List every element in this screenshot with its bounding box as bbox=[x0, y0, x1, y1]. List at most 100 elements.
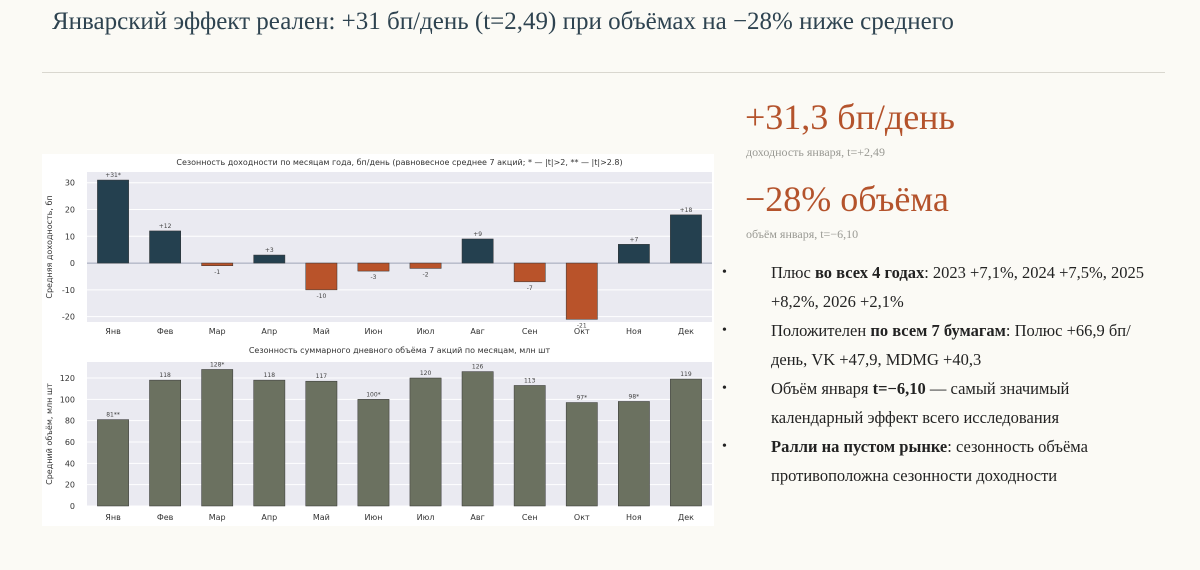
bar bbox=[305, 380, 338, 507]
data-label: +9 bbox=[473, 231, 482, 238]
x-tick-label: Авг bbox=[470, 327, 484, 336]
x-tick-label: Янв bbox=[105, 327, 121, 336]
findings-list: • Плюс во всех 4 годах: 2023 +7,1%, 2024… bbox=[722, 258, 1162, 490]
finding-text: — самый значимый календарный эффект всег… bbox=[771, 379, 1070, 427]
data-label: 126 bbox=[472, 364, 484, 371]
x-tick-label: Ноя bbox=[626, 513, 642, 522]
finding-item: • Ралли на пустом рынке: сезонность объё… bbox=[722, 432, 1162, 490]
x-tick-label: Апр bbox=[261, 513, 277, 522]
data-label: -10 bbox=[316, 293, 326, 300]
bar bbox=[357, 262, 390, 272]
bar bbox=[97, 419, 129, 507]
data-label: -7 bbox=[527, 285, 533, 292]
x-tick-label: Мар bbox=[209, 513, 226, 522]
bar bbox=[461, 371, 494, 507]
bar bbox=[565, 262, 598, 320]
x-tick-label: Дек bbox=[678, 513, 694, 522]
bar bbox=[461, 238, 494, 264]
plot-area bbox=[87, 362, 712, 506]
x-tick-label: Сен bbox=[522, 327, 538, 336]
y-tick-label: 30 bbox=[65, 179, 75, 188]
x-tick-label: Июн bbox=[364, 327, 382, 336]
x-tick-label: Июл bbox=[417, 513, 435, 522]
y-tick-label: 40 bbox=[65, 459, 75, 468]
data-label: -1 bbox=[214, 269, 220, 276]
y-tick-label: -10 bbox=[62, 286, 75, 295]
bar bbox=[670, 214, 702, 264]
data-label: +31* bbox=[105, 172, 121, 179]
y-tick-label: 10 bbox=[65, 232, 75, 241]
chart-title: Сезонность суммарного дневного объёма 7 … bbox=[249, 346, 551, 355]
bar bbox=[513, 385, 546, 507]
finding-bold: во всех 4 годах bbox=[814, 263, 925, 282]
bar bbox=[513, 262, 546, 283]
data-label: -2 bbox=[423, 271, 429, 278]
data-label: 113 bbox=[524, 377, 536, 384]
bar bbox=[670, 378, 702, 507]
finding-bold: Ралли на пустом рынке bbox=[771, 437, 948, 456]
bar bbox=[201, 369, 234, 507]
x-tick-label: Июл bbox=[417, 327, 435, 336]
finding-item: • Плюс во всех 4 годах: 2023 +7,1%, 2024… bbox=[722, 258, 1162, 316]
data-label: 97* bbox=[576, 395, 587, 402]
data-label: +12 bbox=[159, 223, 172, 230]
y-tick-label: 20 bbox=[65, 206, 75, 215]
x-tick-label: Фев bbox=[157, 513, 174, 522]
x-tick-label: Дек bbox=[678, 327, 694, 336]
y-tick-label: 100 bbox=[60, 395, 75, 404]
data-label: 117 bbox=[316, 373, 328, 380]
data-label: 119 bbox=[680, 371, 692, 378]
finding-prefix: Плюс bbox=[771, 263, 815, 282]
bar bbox=[253, 254, 286, 264]
x-tick-label: Июн bbox=[364, 513, 382, 522]
bullet-icon: • bbox=[722, 439, 727, 454]
x-tick-label: Сен bbox=[522, 513, 538, 522]
data-label: 100* bbox=[366, 391, 380, 398]
data-label: 81** bbox=[106, 412, 120, 419]
bar bbox=[565, 402, 598, 507]
x-tick-label: Фев bbox=[157, 327, 174, 336]
y-tick-label: 0 bbox=[70, 502, 75, 511]
y-tick-label: 0 bbox=[70, 259, 75, 268]
x-tick-label: Ноя bbox=[626, 327, 642, 336]
bar bbox=[357, 399, 390, 507]
data-label: +18 bbox=[680, 207, 693, 214]
bullet-icon: • bbox=[722, 265, 727, 280]
data-label: 128* bbox=[210, 361, 224, 368]
bar bbox=[305, 262, 338, 291]
data-label: 98* bbox=[629, 393, 640, 400]
bar bbox=[149, 230, 181, 264]
x-tick-label: Май bbox=[313, 513, 330, 522]
bullet-icon: • bbox=[722, 323, 727, 338]
x-tick-label: Апр bbox=[261, 327, 277, 336]
data-label: -21 bbox=[577, 322, 587, 329]
x-tick-label: Окт bbox=[574, 327, 590, 336]
x-tick-label: Янв bbox=[105, 513, 121, 522]
stat-return-value: +31,3 бп/день bbox=[745, 97, 955, 137]
bar bbox=[618, 244, 650, 264]
stat-return-caption: доходность января, t=+2,49 bbox=[746, 145, 886, 159]
chart-title: Сезонность доходности по месяцам года, б… bbox=[176, 158, 622, 167]
data-label: +3 bbox=[265, 247, 274, 254]
finding-text: : сезонность объёма противоположна сезон… bbox=[771, 437, 1088, 485]
data-label: 118 bbox=[159, 372, 171, 379]
x-tick-label: Мар bbox=[209, 327, 226, 336]
finding-text: : Полюс +66,9 бп/день, VK +47,9, MDMG +4… bbox=[771, 321, 1131, 369]
data-label: 120 bbox=[420, 370, 432, 377]
bar bbox=[97, 179, 129, 264]
y-tick-label: -20 bbox=[62, 313, 75, 322]
finding-item: • Объём января t=−6,10 — самый значимый … bbox=[722, 374, 1162, 432]
stat-volume-caption: объём января, t=−6,10 bbox=[746, 227, 859, 241]
bar bbox=[409, 377, 442, 507]
y-axis-label: Средняя доходность, бп bbox=[45, 195, 54, 298]
x-tick-label: Авг bbox=[470, 513, 484, 522]
bar bbox=[201, 262, 234, 266]
bar bbox=[618, 401, 650, 507]
y-tick-label: 60 bbox=[65, 438, 75, 447]
bar bbox=[253, 379, 286, 507]
bullet-icon: • bbox=[722, 381, 727, 396]
y-tick-label: 80 bbox=[65, 417, 75, 426]
y-tick-label: 20 bbox=[65, 481, 75, 490]
finding-text: : 2023 +7,1%, 2024 +7,5%, 2025 +8,2%, 20… bbox=[771, 263, 1145, 311]
